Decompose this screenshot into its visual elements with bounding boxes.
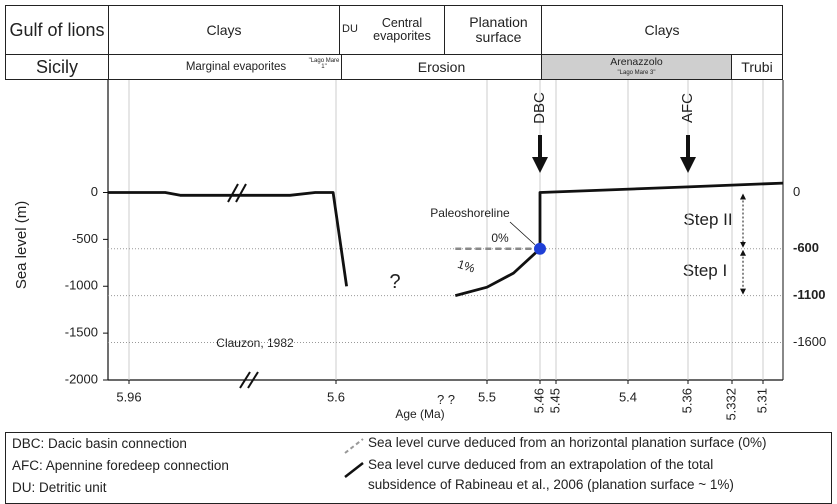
row-divider xyxy=(6,54,782,55)
col-divider xyxy=(731,55,732,79)
x-tick-label: 5.36 xyxy=(679,388,694,413)
legend-swatch xyxy=(344,438,364,454)
axis-break xyxy=(227,183,259,389)
question-axis: ? ? xyxy=(437,392,455,407)
level-label: -1600 xyxy=(793,334,826,349)
arenazzolo-fill xyxy=(541,55,731,79)
y-tick-label: -500 xyxy=(72,231,98,246)
legend-swatch xyxy=(344,462,364,478)
question: ? xyxy=(389,271,400,293)
level-label: 0 xyxy=(793,184,800,199)
legend-text: subsidence of Rabineau et al., 2006 (pla… xyxy=(368,477,734,492)
level-label: -1100 xyxy=(793,287,826,302)
legend-text: Sea level curve deduced from an extrapol… xyxy=(368,457,714,472)
col-divider xyxy=(341,55,342,79)
zero-pct: 0% xyxy=(491,231,509,245)
legend-text: AFC: Apennine foredeep connection xyxy=(12,458,229,473)
chart: Sea level (m) Age (Ma) ? ? ? Clauzon, 19… xyxy=(13,80,826,421)
row-label: Gulf of lions xyxy=(9,19,105,40)
x-tick-label: 5.5 xyxy=(478,389,496,404)
x-tick-label: 5.96 xyxy=(116,389,141,404)
cell: DU xyxy=(342,23,358,36)
legend-text: Sea level curve deduced from an horizont… xyxy=(368,435,767,450)
cell: "Lago Mare 3" xyxy=(617,70,656,77)
x-axis-title: Age (Ma) xyxy=(395,407,444,421)
legend-text: DU: Detritic unit xyxy=(12,480,107,495)
level-label: -600 xyxy=(793,240,819,255)
leader xyxy=(509,221,536,246)
legend-text: DBC: Dacic basin connection xyxy=(12,436,187,451)
step-label: Step I xyxy=(683,261,727,280)
x-tick-label: 5.6 xyxy=(327,389,345,404)
x-tick-label: 5.4 xyxy=(619,389,637,404)
sea-level-line xyxy=(538,181,784,249)
header-table: Gulf of lions Sicily Clays DU Central ev… xyxy=(5,5,783,80)
x-tick-label: 5.332 xyxy=(723,388,738,421)
cell: "Lago Mare 1" xyxy=(308,57,340,70)
y-axis-title: Sea level (m) xyxy=(13,201,30,289)
y-tick-label: -1000 xyxy=(65,278,98,293)
one-pct: 1% xyxy=(456,257,477,276)
cell: Planation surface xyxy=(469,14,528,45)
cell: Arenazzolo xyxy=(610,56,663,69)
col-divider xyxy=(444,6,445,54)
row-label: Sicily xyxy=(35,56,78,77)
y-tick-label: -2000 xyxy=(65,371,98,386)
point-label: Paleoshoreline xyxy=(430,206,510,220)
y-tick-label: -1500 xyxy=(65,325,98,340)
paleoshoreline-point xyxy=(534,242,546,255)
col-divider xyxy=(108,6,109,79)
cell: Clays xyxy=(206,21,242,38)
cell: Trubi xyxy=(741,58,773,75)
col-divider xyxy=(339,6,340,54)
sea-level-line xyxy=(108,191,348,287)
x-tick-label: 5.46 xyxy=(531,388,546,413)
arrow-label: AFC xyxy=(679,93,696,123)
cell: Erosion xyxy=(417,58,466,75)
cell: Clays xyxy=(644,21,680,38)
arrow-label: DBC xyxy=(531,92,548,124)
legend: DBC: Dacic basin connection AFC: Apennin… xyxy=(5,432,832,504)
legend-icons xyxy=(344,438,364,478)
sea-level-line xyxy=(454,247,541,297)
step-label: Step II xyxy=(683,210,732,229)
x-tick-label: 5.45 xyxy=(547,388,562,413)
col-divider xyxy=(541,6,542,79)
cell: Central evaporites xyxy=(373,15,431,43)
cell: Marginal evaporites xyxy=(185,60,287,73)
x-tick-label: 5.31 xyxy=(754,388,769,413)
y-tick-label: 0 xyxy=(91,184,98,199)
